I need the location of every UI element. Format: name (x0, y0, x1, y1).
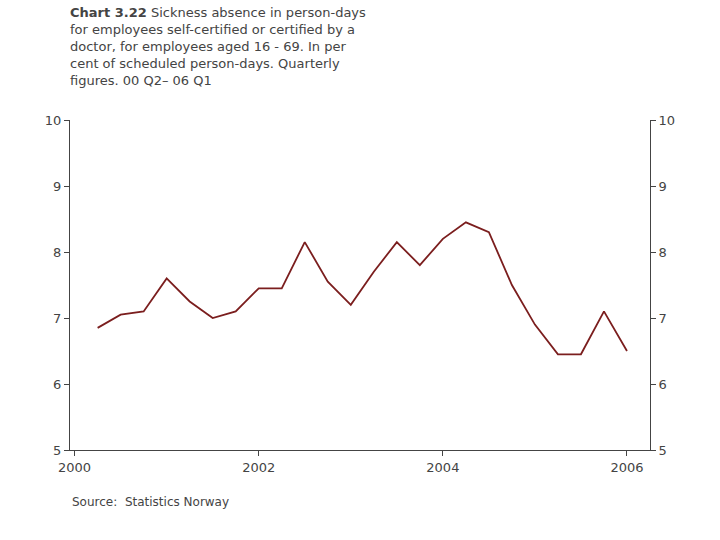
svg-text:2000: 2000 (58, 460, 91, 475)
svg-text:8: 8 (53, 245, 61, 260)
svg-text:2006: 2006 (610, 460, 643, 475)
svg-text:6: 6 (659, 377, 667, 392)
svg-text:7: 7 (659, 311, 667, 326)
svg-text:8: 8 (659, 245, 667, 260)
svg-text:5: 5 (659, 443, 667, 458)
svg-text:Source: Statistics Norway: Source: Statistics Norway (72, 495, 229, 509)
svg-text:10: 10 (659, 113, 676, 128)
svg-text:Chart 3.22 Sickness absence in: Chart 3.22 Sickness absence in person-da… (70, 5, 366, 88)
svg-text:9: 9 (53, 179, 61, 194)
svg-text:7: 7 (53, 311, 61, 326)
svg-text:6: 6 (53, 377, 61, 392)
svg-text:9: 9 (659, 179, 667, 194)
svg-text:2004: 2004 (426, 460, 459, 475)
svg-text:10: 10 (45, 113, 62, 128)
svg-text:2002: 2002 (242, 460, 275, 475)
svg-text:5: 5 (53, 443, 61, 458)
